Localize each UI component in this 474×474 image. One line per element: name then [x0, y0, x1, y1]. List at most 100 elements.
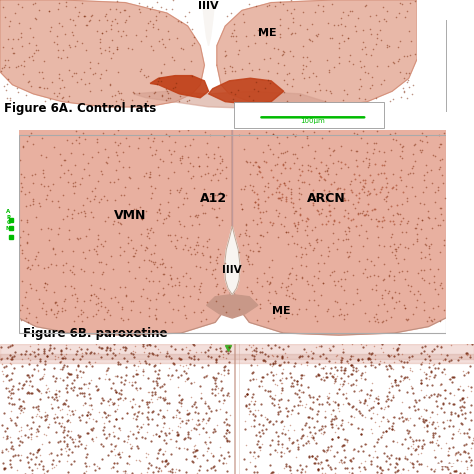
Point — [385, 424, 393, 431]
Point — [7, 342, 14, 350]
Point — [416, 291, 424, 298]
Point — [317, 159, 325, 166]
Point — [108, 440, 115, 447]
Point — [112, 415, 120, 423]
Point — [224, 448, 232, 456]
Point — [203, 237, 211, 245]
Point — [317, 429, 325, 437]
Point — [438, 140, 445, 148]
Point — [75, 413, 83, 420]
Point — [383, 316, 390, 324]
Point — [312, 343, 320, 351]
Point — [335, 218, 343, 225]
Point — [103, 343, 110, 350]
Point — [327, 443, 335, 450]
Point — [9, 383, 17, 390]
Point — [425, 279, 432, 286]
Point — [207, 340, 215, 347]
Point — [173, 428, 181, 435]
Point — [109, 265, 117, 273]
Point — [305, 452, 313, 459]
Point — [357, 371, 365, 379]
Point — [337, 456, 345, 464]
Point — [167, 263, 175, 270]
Point — [325, 145, 333, 152]
Point — [423, 422, 431, 430]
Point — [154, 380, 161, 387]
Point — [428, 317, 435, 324]
Point — [93, 387, 100, 394]
Point — [18, 183, 26, 191]
Point — [60, 401, 67, 408]
Point — [114, 395, 121, 402]
Point — [281, 449, 288, 456]
Point — [363, 207, 370, 214]
Point — [185, 346, 192, 354]
Point — [289, 52, 297, 60]
Point — [88, 282, 95, 289]
Point — [284, 396, 292, 404]
Point — [212, 265, 219, 273]
Point — [289, 438, 297, 446]
Point — [152, 464, 160, 471]
Point — [249, 247, 257, 255]
Point — [377, 36, 384, 44]
Point — [404, 171, 411, 178]
Point — [64, 205, 72, 213]
Point — [109, 49, 117, 57]
Point — [275, 210, 283, 217]
Point — [276, 376, 283, 383]
Point — [367, 425, 375, 433]
Point — [278, 429, 286, 437]
Point — [61, 307, 69, 314]
Point — [366, 12, 374, 20]
Point — [63, 431, 71, 438]
Point — [315, 372, 323, 379]
Point — [391, 220, 398, 228]
Point — [269, 360, 276, 368]
Point — [16, 233, 24, 240]
Point — [433, 418, 441, 426]
Point — [41, 279, 49, 286]
Point — [198, 201, 206, 209]
Point — [27, 430, 35, 438]
Point — [438, 204, 445, 211]
Point — [9, 370, 16, 377]
Point — [71, 303, 79, 310]
Point — [68, 149, 75, 156]
Point — [77, 384, 85, 392]
Point — [25, 309, 33, 317]
Point — [302, 305, 310, 313]
Point — [311, 312, 319, 320]
Point — [144, 468, 151, 474]
Point — [248, 289, 255, 297]
Point — [54, 32, 61, 40]
Point — [30, 365, 38, 373]
Point — [283, 444, 291, 452]
Point — [74, 235, 82, 243]
Point — [396, 414, 403, 421]
Point — [360, 183, 368, 191]
Point — [243, 221, 250, 228]
Point — [356, 194, 363, 201]
Point — [173, 366, 180, 374]
Point — [326, 393, 333, 401]
Point — [60, 399, 68, 407]
Point — [87, 376, 95, 383]
Point — [206, 252, 214, 260]
Point — [82, 12, 89, 20]
Point — [23, 288, 30, 296]
Point — [401, 415, 409, 422]
Point — [20, 57, 28, 65]
Point — [182, 343, 190, 351]
Point — [315, 343, 323, 350]
Point — [370, 139, 378, 147]
Point — [166, 189, 174, 197]
Point — [285, 434, 292, 442]
Point — [33, 318, 41, 326]
Point — [383, 193, 390, 201]
Point — [58, 350, 65, 358]
Point — [253, 375, 260, 383]
Point — [371, 447, 378, 455]
Point — [292, 252, 300, 259]
